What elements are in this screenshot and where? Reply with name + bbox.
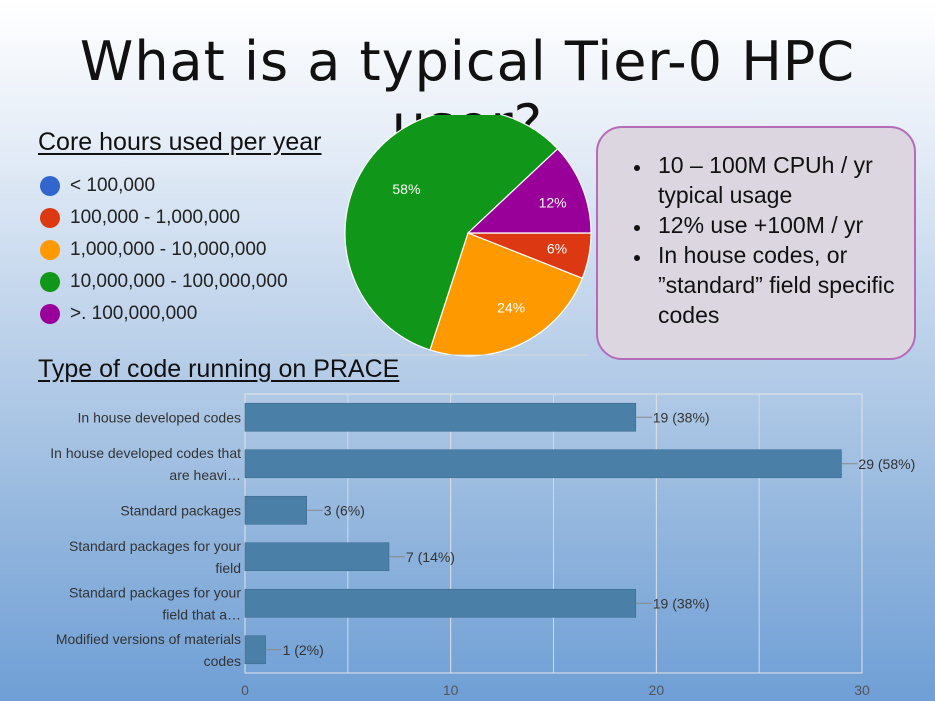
legend-label: >. 100,000,000 xyxy=(70,303,198,324)
bar-value-label: 19 (38%) xyxy=(653,409,710,425)
category-label-line: In house developed codes xyxy=(78,409,241,425)
legend-item: 10,000,000 - 100,000,000 xyxy=(40,266,288,298)
x-tick-label: 20 xyxy=(649,682,665,698)
info-box: 10 – 100M CPUh / yr typical usage 12% us… xyxy=(596,126,916,360)
legend-swatch xyxy=(40,208,60,228)
category-label: In house developed codes xyxy=(78,409,241,425)
x-tick-label: 10 xyxy=(443,682,459,698)
category-label: Standard packages for your field that a… xyxy=(69,584,241,622)
bar xyxy=(244,588,637,618)
info-bullet: 12% use +100M / yr xyxy=(652,210,898,240)
category-label-line: codes xyxy=(204,653,241,669)
category-label-line: are heavi… xyxy=(169,467,241,483)
bar xyxy=(244,495,308,525)
bar xyxy=(244,402,637,432)
pie-slice-label: 58% xyxy=(392,181,420,197)
category-label-line: field xyxy=(215,560,241,576)
legend-swatch xyxy=(40,272,60,292)
category-label: Standard packages xyxy=(120,502,241,518)
legend-label: 10,000,000 - 100,000,000 xyxy=(70,271,288,292)
category-label-line: Standard packages for your xyxy=(69,584,241,600)
bar-value-label: 1 (2%) xyxy=(283,642,324,658)
x-tick-label: 0 xyxy=(241,682,249,698)
category-label-line: In house developed codes that xyxy=(50,445,241,461)
pie-slice-label: 6% xyxy=(547,240,567,256)
legend-item: < 100,000 xyxy=(40,170,288,202)
info-bullet: 10 – 100M CPUh / yr typical usage xyxy=(652,150,898,210)
pie-slice xyxy=(466,147,592,234)
legend-item: 1,000,000 - 10,000,000 xyxy=(40,234,288,266)
pie-slice xyxy=(344,115,559,351)
legend-swatch xyxy=(40,176,60,196)
pie-slice-label: 24% xyxy=(497,300,525,316)
pie-chart-heading: Core hours used per year xyxy=(38,128,322,156)
legend-item: >. 100,000,000 xyxy=(40,298,288,330)
info-bullet: In house codes, or ”standard” field spec… xyxy=(652,240,898,330)
pie-chart: 6% 24% 58% 12% xyxy=(340,115,592,357)
bar-value-label: 3 (6%) xyxy=(324,502,365,518)
legend-item: 100,000 - 1,000,000 xyxy=(40,202,288,234)
x-tick-label: 30 xyxy=(854,682,870,698)
bar-chart: 0 10 20 30 19 (38%) In house developed codes 2… xyxy=(50,393,915,698)
category-label: Standard packages for your field xyxy=(69,538,241,576)
pie-slice xyxy=(429,232,584,357)
legend-label: 1,000,000 - 10,000,000 xyxy=(70,239,267,260)
category-label-line: Modified versions of materials xyxy=(56,631,241,647)
bar-chart-heading: Type of code running on PRACE xyxy=(38,355,400,383)
legend-label: < 100,000 xyxy=(70,175,156,196)
pie-slice-label: 12% xyxy=(539,195,567,211)
bar-value-label: 7 (14%) xyxy=(406,549,455,565)
bar-value-label: 19 (38%) xyxy=(653,595,710,611)
category-label-line: field that a… xyxy=(162,606,241,622)
category-label: In house developed codes that are heavi… xyxy=(50,445,241,483)
legend-swatch xyxy=(40,240,60,260)
category-label-line: Standard packages for your xyxy=(69,538,241,554)
info-bullet-list: 10 – 100M CPUh / yr typical usage 12% us… xyxy=(618,150,898,330)
legend-swatch xyxy=(40,304,60,324)
legend-label: 100,000 - 1,000,000 xyxy=(70,207,241,228)
category-label: Modified versions of materials codes xyxy=(56,631,241,669)
bar xyxy=(244,635,266,665)
bar-value-label: 29 (58%) xyxy=(858,456,915,472)
pie-legend: < 100,000 100,000 - 1,000,000 1,000,000 - … xyxy=(40,170,288,330)
bar xyxy=(244,449,842,479)
bar xyxy=(244,542,390,572)
category-label-line: Standard packages xyxy=(120,502,241,518)
